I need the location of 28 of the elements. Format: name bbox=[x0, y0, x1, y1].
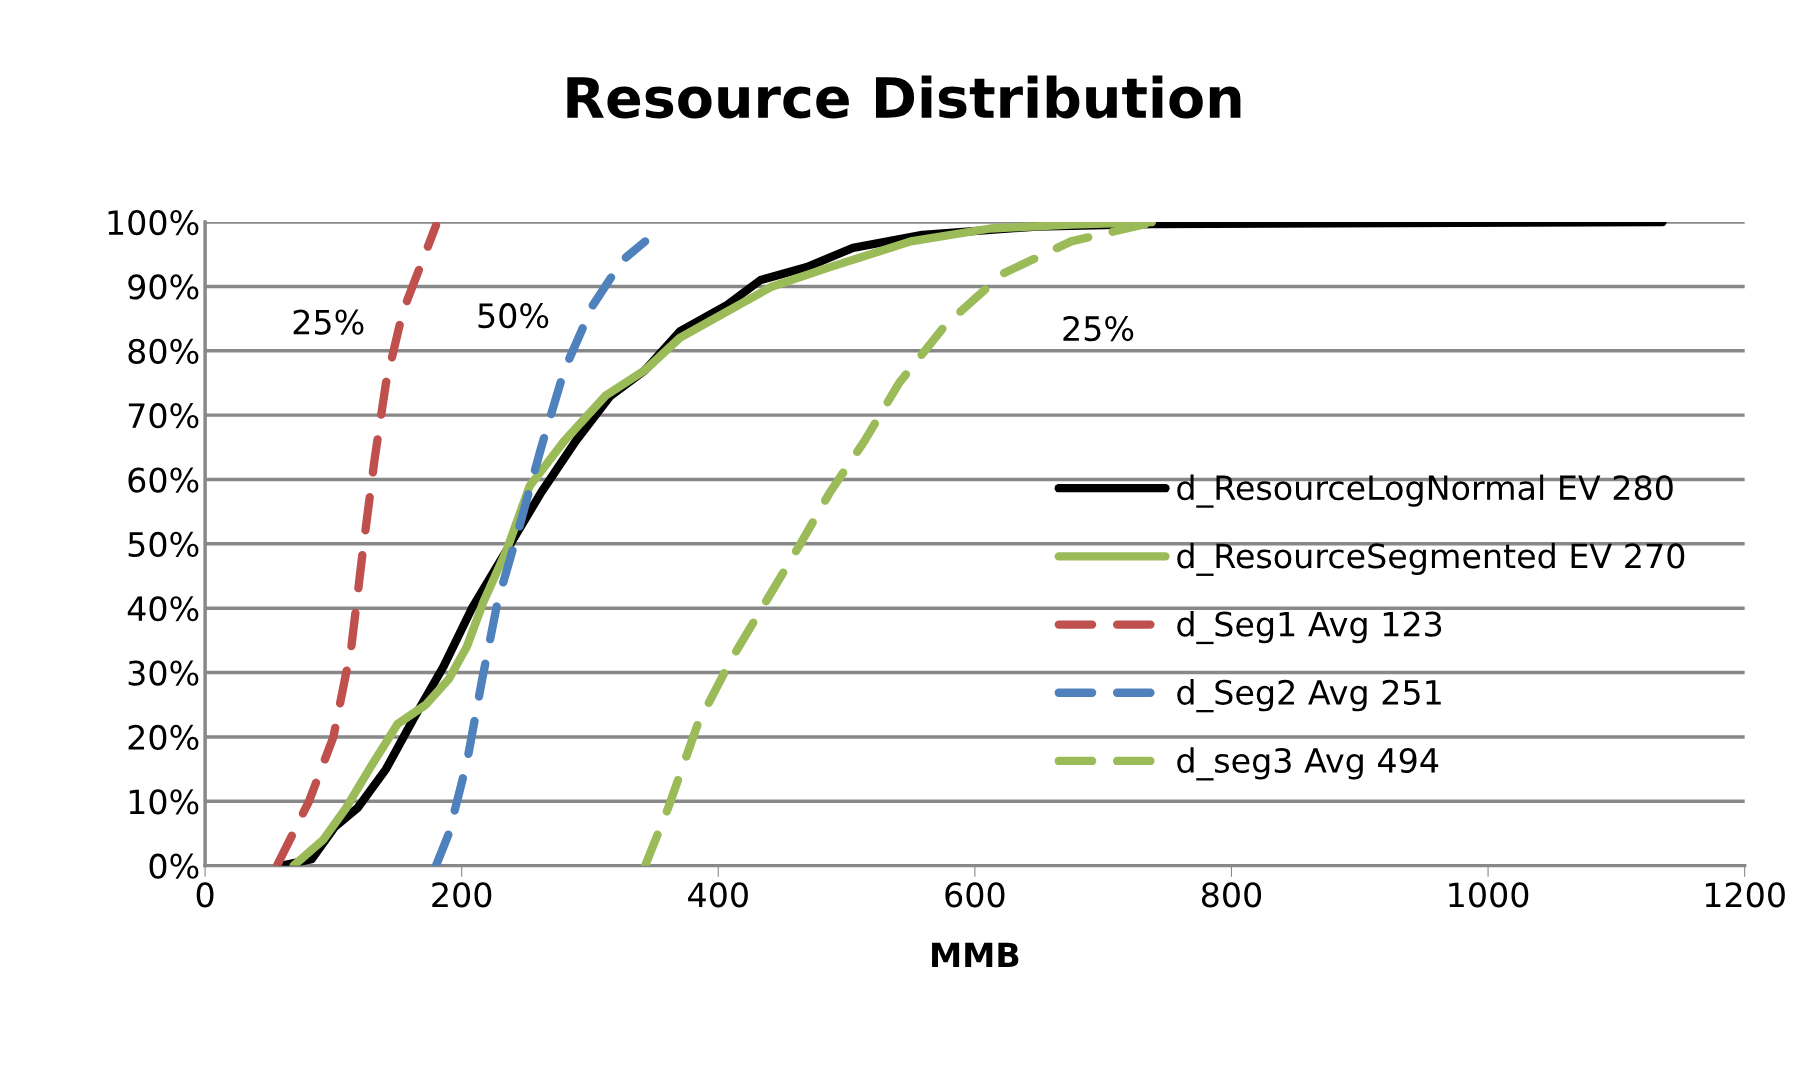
x-tick-label: 1000 bbox=[1449, 882, 1529, 908]
legend-label: d_Seg2 Avg 251 bbox=[1177, 679, 1441, 713]
x-tick-label: 200 bbox=[432, 882, 492, 908]
y-tick-label: 10% bbox=[129, 789, 199, 815]
y-tick-label: 60% bbox=[128, 467, 199, 493]
y-tick-label: 100% bbox=[108, 209, 199, 236]
chart-title: Resource Distribution bbox=[567, 75, 1241, 119]
y-tick-label: 20% bbox=[128, 724, 199, 751]
x-tick-label: 400 bbox=[688, 882, 748, 908]
y-tick-label: 30% bbox=[128, 660, 199, 686]
y-tick-label: 40% bbox=[127, 596, 199, 622]
x-axis-title: MMB bbox=[932, 942, 1019, 967]
x-tick-label: 600 bbox=[945, 882, 1005, 908]
y-tick-label: 90% bbox=[128, 274, 199, 300]
legend-label: d_ResourceLogNormal EV 280 bbox=[1177, 474, 1673, 508]
y-tick-label: 80% bbox=[128, 338, 199, 364]
x-tick-label: 800 bbox=[1201, 882, 1262, 908]
annotation: 25% bbox=[293, 309, 364, 335]
annotation: 25% bbox=[1063, 315, 1134, 342]
legend-label: d_seg3 Avg 494 bbox=[1177, 747, 1439, 781]
legend-label: d_ResourceSegmented EV 270 bbox=[1177, 542, 1685, 576]
legend-label: d_Seg1 Avg 123 bbox=[1177, 610, 1442, 645]
x-tick-label: 1200 bbox=[1705, 882, 1785, 908]
x-tick-label: 0 bbox=[196, 882, 214, 908]
annotation: 50% bbox=[478, 303, 549, 329]
y-tick-label: 0% bbox=[149, 853, 199, 879]
y-tick-label: 50% bbox=[128, 531, 199, 557]
y-tick-label: 70% bbox=[128, 403, 199, 429]
